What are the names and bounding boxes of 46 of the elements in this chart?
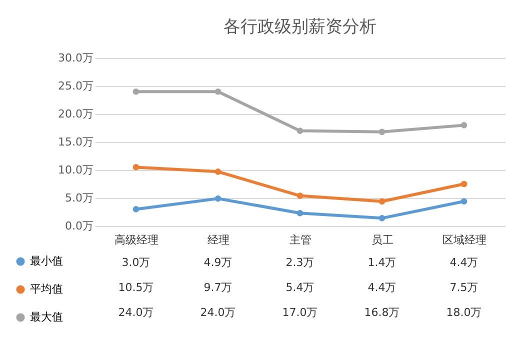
- data-label: 5.4万: [286, 281, 314, 294]
- y-tick-label: 25.0万: [58, 80, 94, 92]
- data-label: 7.5万: [450, 281, 478, 294]
- data-label: 2.3万: [286, 256, 314, 269]
- point: [296, 192, 304, 199]
- data-label: 24.0万: [118, 306, 154, 319]
- x-tick-label: 区域经理: [442, 234, 486, 246]
- x-tick-label: 高级经理: [114, 234, 158, 246]
- legend-label: 最大值: [30, 310, 63, 324]
- data-label: 24.0万: [200, 306, 236, 319]
- point: [132, 88, 140, 95]
- point: [378, 215, 386, 222]
- y-tick-label: 0.0万: [65, 220, 94, 232]
- y-tick-label: 30.0万: [58, 52, 94, 64]
- data-label: 17.0万: [282, 306, 318, 319]
- legend-label: 最小值: [30, 254, 63, 268]
- chart-title: 各行政级别薪资分析: [224, 17, 376, 37]
- point: [132, 206, 140, 212]
- data-label: 4.9万: [204, 256, 232, 269]
- point: [214, 168, 222, 175]
- data-label: 1.4万: [368, 256, 396, 269]
- data-label: 4.4万: [368, 281, 396, 294]
- data-label: 4.4万: [450, 256, 478, 269]
- data-label: 16.8万: [364, 306, 400, 319]
- point: [460, 122, 468, 128]
- data-label: 3.0万: [122, 256, 150, 269]
- data-label: 10.5万: [118, 281, 154, 294]
- point: [296, 128, 304, 134]
- y-tick-label: 15.0万: [58, 136, 94, 148]
- point: [132, 164, 140, 170]
- legend-label: 平均值: [30, 282, 63, 296]
- x-tick-label: 经理: [208, 234, 230, 246]
- point: [460, 180, 468, 188]
- point: [378, 198, 386, 205]
- data-label: 18.0万: [446, 306, 482, 319]
- data-label: 9.7万: [204, 281, 232, 294]
- point: [460, 198, 468, 205]
- y-tick-label: 20.0万: [58, 108, 94, 120]
- point: [296, 210, 304, 216]
- y-tick-label: 5.0万: [65, 192, 94, 204]
- y-tick-label: 10.0万: [58, 164, 94, 176]
- point: [214, 195, 222, 202]
- point: [378, 128, 386, 136]
- x-tick-label: 员工: [372, 234, 394, 246]
- x-tick-label: 主管: [290, 234, 312, 246]
- point: [214, 88, 222, 95]
